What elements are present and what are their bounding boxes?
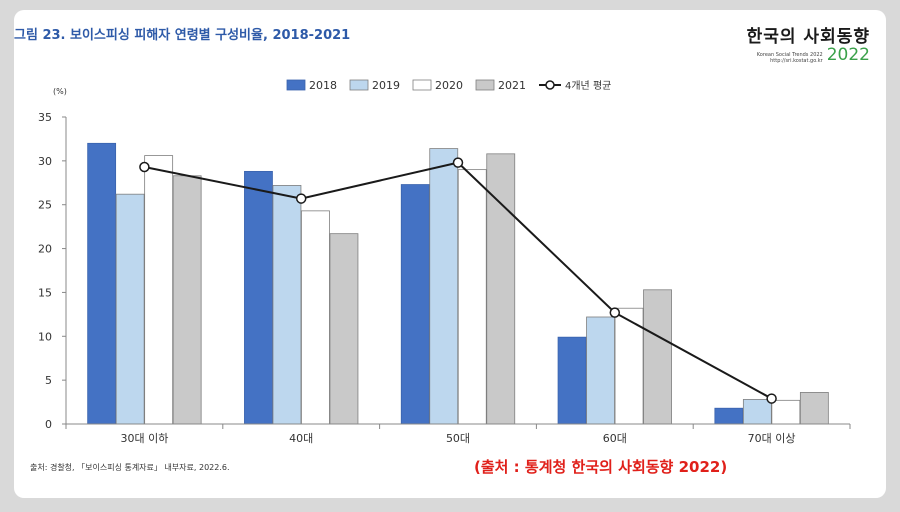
legend-swatch-2021 bbox=[475, 79, 495, 91]
avg-point-2 bbox=[452, 157, 464, 168]
legend-marker-avg bbox=[545, 80, 555, 90]
bar-2019-0 bbox=[115, 193, 145, 425]
bar-2018-3 bbox=[557, 336, 587, 425]
y-tick-label: 30 bbox=[38, 155, 52, 168]
bar-2021-2 bbox=[486, 153, 516, 425]
y-tick-label: 35 bbox=[38, 111, 52, 124]
bar-2021-4 bbox=[799, 392, 829, 425]
bar-2018-2 bbox=[400, 184, 430, 425]
bar-2018-0 bbox=[87, 142, 117, 425]
bar-2021-0 bbox=[172, 175, 202, 425]
source-note: 출처: 경찰청, 「보이스피싱 통계자료」 내부자료, 2022.6. bbox=[30, 463, 230, 472]
x-tick-label: 50대 bbox=[446, 432, 470, 445]
legend-label-2019: 2019 bbox=[372, 79, 400, 92]
brand-logo: 한국의 사회동향 Korean Social Trends 2022 http:… bbox=[747, 22, 870, 64]
legend-swatch-2019 bbox=[349, 79, 369, 91]
y-tick-label: 15 bbox=[38, 286, 52, 299]
brand-name: 한국의 사회동향 bbox=[746, 27, 870, 47]
avg-point-3 bbox=[609, 307, 621, 318]
legend-label-2018: 2018 bbox=[309, 79, 337, 92]
bar-2021-1 bbox=[329, 233, 359, 425]
y-tick-label: 0 bbox=[45, 418, 52, 431]
x-tick-label: 60대 bbox=[603, 432, 627, 445]
x-tick-label: 70대 이상 bbox=[748, 432, 796, 445]
bar-2019-4 bbox=[742, 399, 772, 425]
avg-point-1 bbox=[295, 193, 307, 204]
bar-2018-4 bbox=[714, 407, 744, 425]
bar-2019-2 bbox=[429, 148, 459, 425]
bar-2020-1 bbox=[301, 210, 330, 425]
x-tick-label: 40대 bbox=[289, 432, 313, 445]
figure-title: 그림 23. 보이스피싱 피해자 연령별 구성비율, 2018-2021 bbox=[14, 28, 351, 43]
brand-year: 2022 bbox=[826, 45, 870, 65]
legend-swatch-2020 bbox=[412, 79, 432, 91]
bar-2019-3 bbox=[586, 316, 615, 425]
legend-swatch-2018 bbox=[286, 79, 306, 91]
y-tick-label: 20 bbox=[38, 243, 52, 256]
bar-2021-3 bbox=[643, 289, 672, 425]
bar-2018-1 bbox=[244, 170, 273, 425]
brand-subtitle: Korean Social Trends 2022 bbox=[756, 52, 823, 58]
legend-label-2020: 2020 bbox=[435, 79, 463, 92]
avg-point-4 bbox=[766, 393, 777, 404]
y-tick-label: 10 bbox=[38, 330, 52, 343]
bar-2020-2 bbox=[457, 169, 487, 425]
source-red-caption: (출처 : 통계청 한국의 사회동향 2022) bbox=[474, 458, 728, 476]
legend-label-2021: 2021 bbox=[498, 79, 526, 92]
y-tick-label: 25 bbox=[38, 199, 52, 212]
bar-2020-4 bbox=[771, 399, 801, 425]
legend-label-avg: 4개년 평균 bbox=[565, 80, 611, 92]
x-tick-label: 30대 이하 bbox=[120, 431, 168, 445]
bar-2020-0 bbox=[144, 155, 174, 425]
bar-2020-3 bbox=[614, 307, 644, 425]
y-tick-label: 5 bbox=[45, 374, 52, 387]
brand-url: http://sri.kostat.go.kr bbox=[770, 58, 823, 64]
y-axis-unit-label: (%) bbox=[53, 87, 67, 96]
bar-2019-1 bbox=[272, 185, 302, 425]
avg-point-0 bbox=[139, 161, 150, 173]
